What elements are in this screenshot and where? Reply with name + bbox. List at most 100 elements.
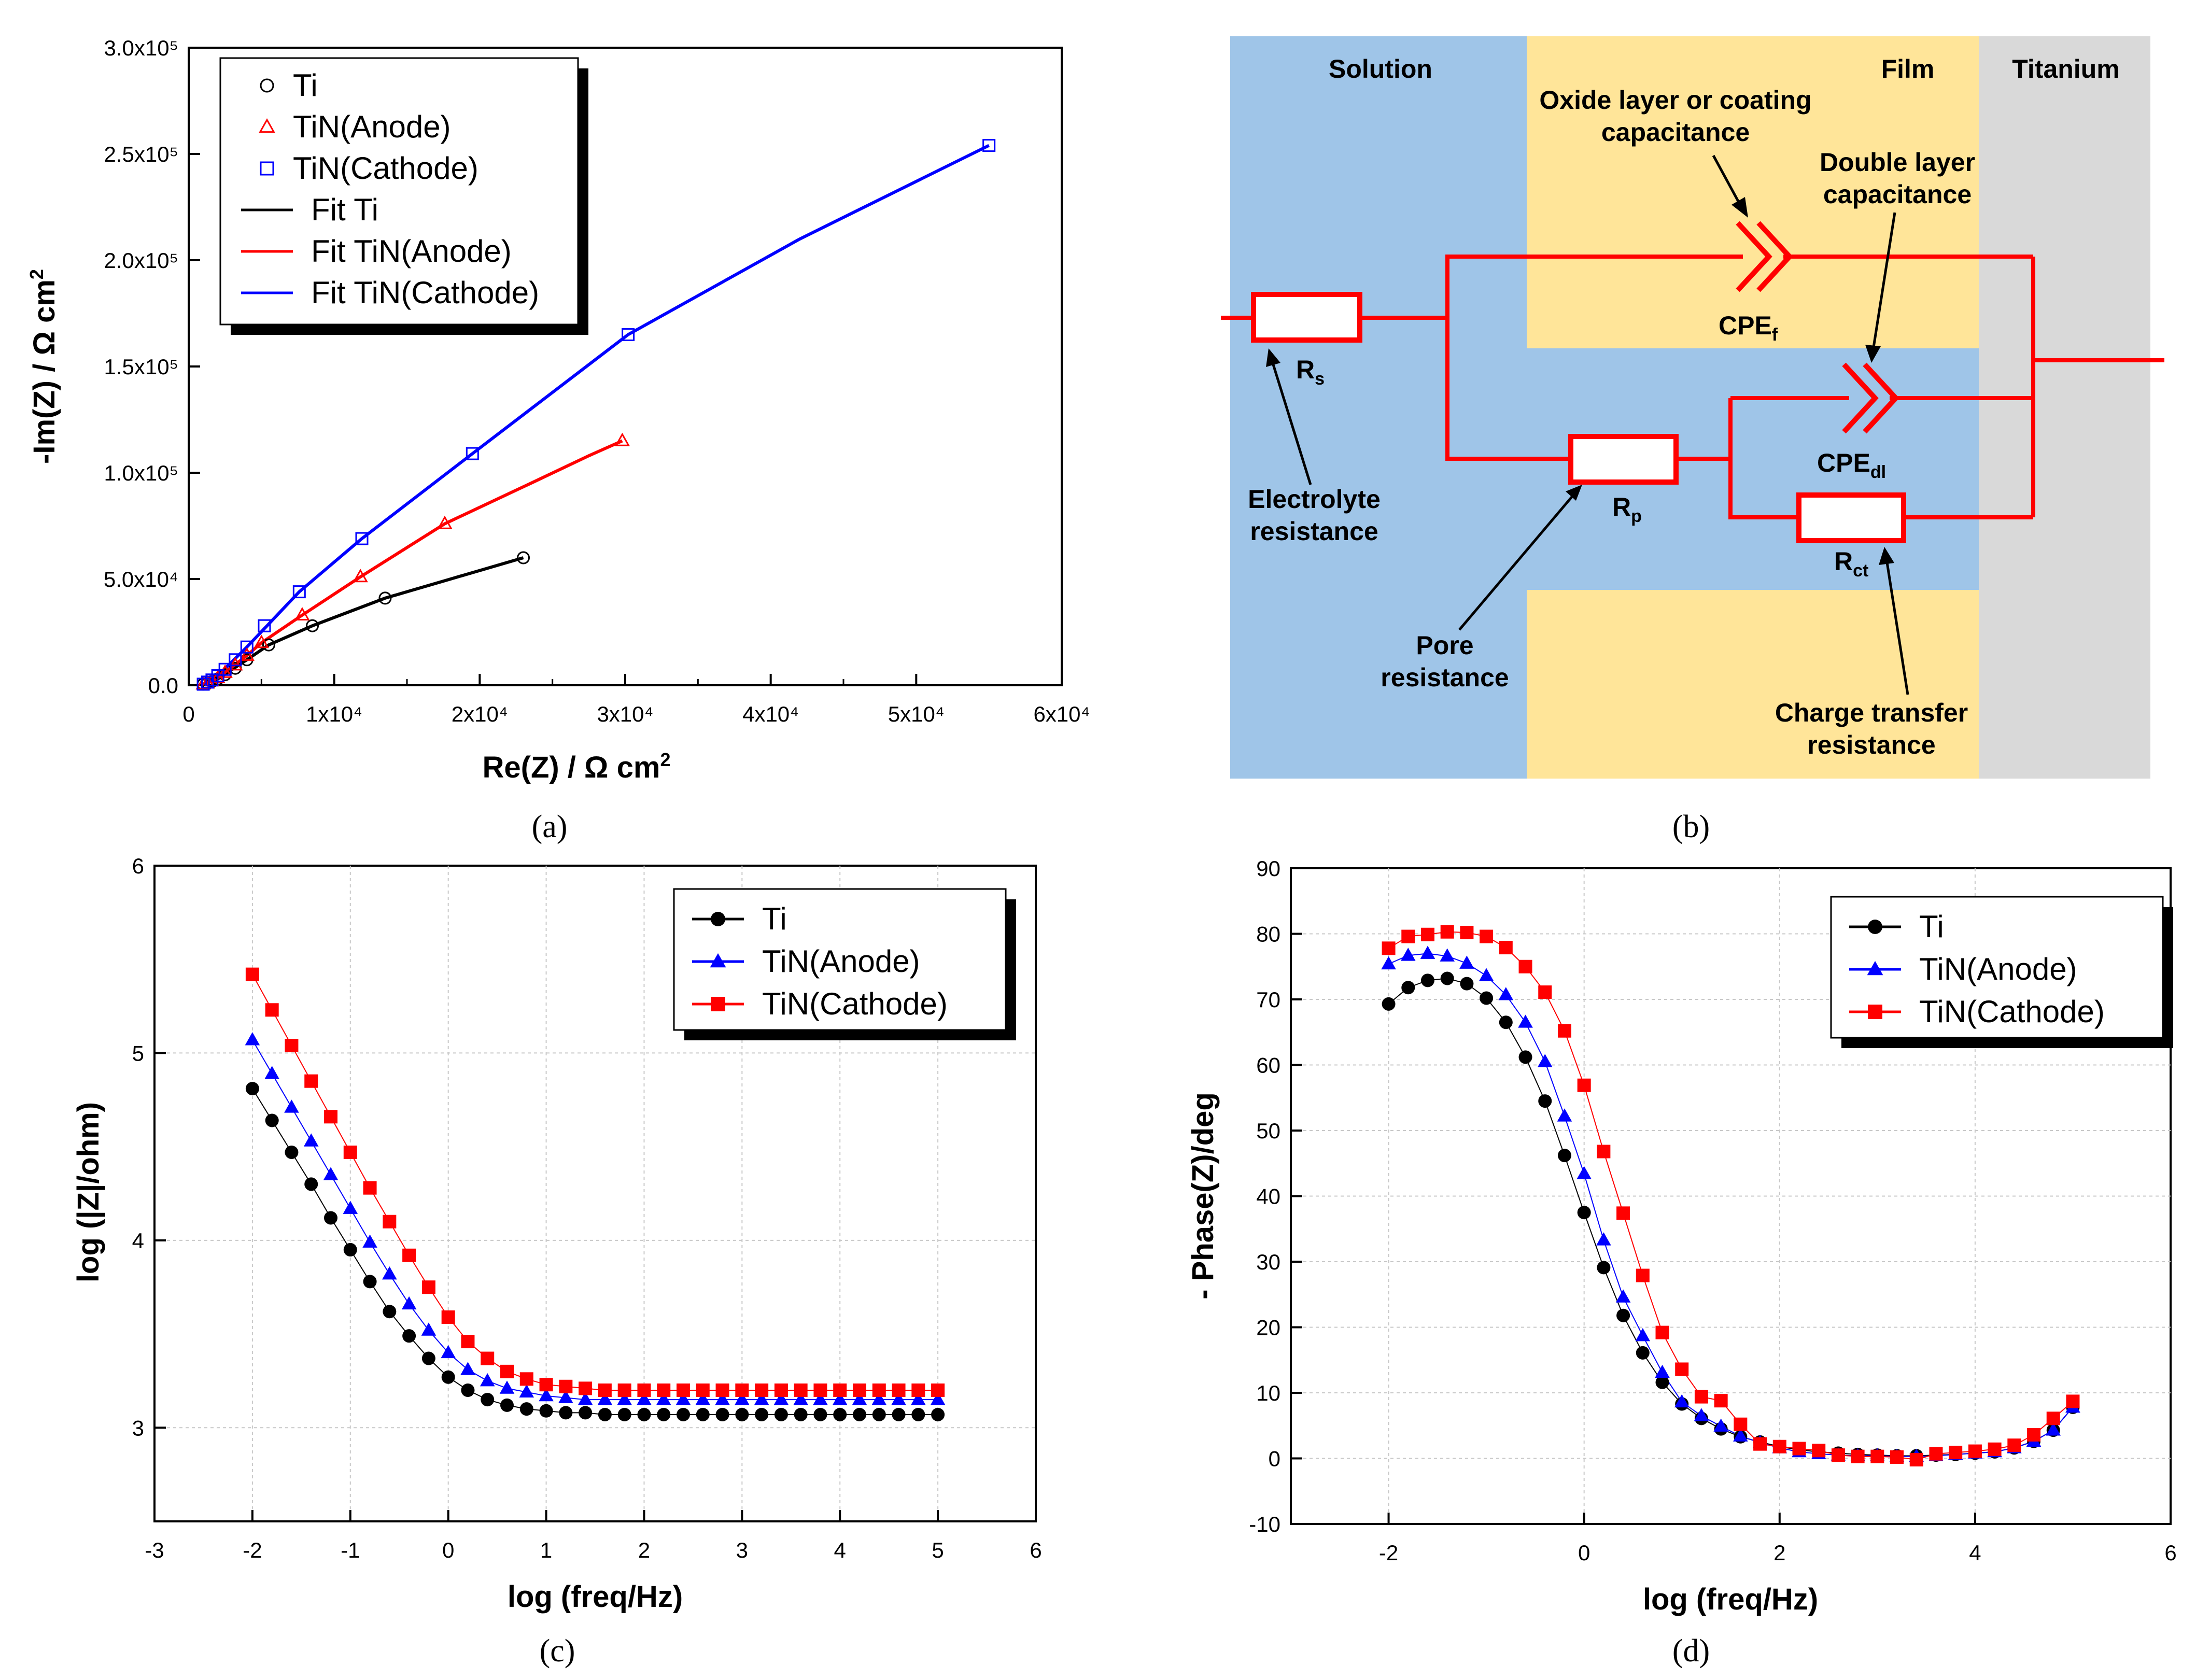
film-label: Film <box>1881 54 1935 83</box>
pc-ytick-label-0: 3 <box>132 1416 144 1440</box>
pa-xtick-label-2: 2x10⁴ <box>452 702 508 726</box>
pc-xtick-label-2: -1 <box>341 1538 360 1562</box>
pd-point-2-19 <box>1753 1437 1767 1451</box>
pc-point-2-9 <box>421 1280 435 1294</box>
pa-point-2-0 <box>196 677 210 691</box>
pa-point-2-12 <box>982 139 996 152</box>
panel-c-x-axis-title: log (freq/Hz) <box>508 1580 683 1614</box>
pd-point-2-20 <box>1772 1439 1786 1453</box>
pa-ytick-label-3: 1.5x10⁵ <box>104 355 178 379</box>
panel-c-y-axis-title: log (|Z|/ohm) <box>72 1102 105 1282</box>
panel-d-bode-phase: -2 0 2 4 6 -10 0 10 20 30 40 50 60 70 80 90 log (freq/H… <box>1186 856 2177 1669</box>
legend-label-2: TiN(Cathode) <box>1919 994 2105 1029</box>
cpef-label: CPEf <box>1719 311 1778 345</box>
pd-point-1-17 <box>1713 1418 1728 1432</box>
pc-point-1-16 <box>558 1390 573 1403</box>
pc-point-1-6 <box>362 1234 377 1248</box>
pc-point-1-21 <box>656 1392 671 1405</box>
panel-c-bode-magnitude: -3 -2 -1 0 1 2 3 4 5 6 3 4 5 6 log (freq/Hz) log (|Z|… <box>72 854 1042 1669</box>
pd-point-1-4 <box>1459 955 1474 969</box>
pd-point-0-9 <box>1557 1149 1571 1163</box>
panel-a-ticks: 0 1x10⁴ 2x10⁴ 3x10⁴ 4x10⁴ 5x10⁴ 6x10⁴ 0.0 5.0x10… <box>104 36 1090 726</box>
pd-point-2-5 <box>1480 929 1494 943</box>
pc-point-0-35 <box>931 1407 945 1421</box>
pc-point-1-11 <box>460 1362 475 1375</box>
pa-ytick-label-5: 2.5x10⁵ <box>104 142 178 166</box>
legend-marker-2 <box>1868 1005 1882 1019</box>
pc-point-0-28 <box>794 1407 808 1421</box>
pd-point-2-17 <box>1714 1394 1728 1408</box>
pc-point-1-18 <box>597 1392 613 1405</box>
pd-point-1-3 <box>1440 948 1455 962</box>
pa-point-1-10 <box>437 515 453 529</box>
wire-to-rp <box>1445 318 1571 461</box>
pd-ytick-label-8: 70 <box>1256 987 1280 1012</box>
panel-c-caption: (c) <box>540 1633 575 1669</box>
pd-point-0-12 <box>1616 1308 1630 1322</box>
pd-point-1-5 <box>1479 968 1494 981</box>
pc-point-0-32 <box>872 1407 886 1421</box>
pa-point-2-10 <box>466 447 479 460</box>
pc-point-2-22 <box>677 1383 690 1397</box>
pc-point-0-7 <box>383 1305 397 1319</box>
pd-point-2-7 <box>1518 959 1532 973</box>
pa-point-0-10 <box>517 551 530 564</box>
cpedl-label: CPEdl <box>1817 448 1886 482</box>
pa-ytick-label-6: 3.0x10⁵ <box>104 36 178 60</box>
pc-point-0-33 <box>892 1407 906 1421</box>
pc-point-1-32 <box>871 1392 887 1405</box>
pd-point-1-13 <box>1635 1328 1651 1342</box>
pc-point-0-31 <box>853 1407 866 1421</box>
pd-xtick-label-2: 2 <box>1773 1541 1785 1565</box>
panel-d-caption: (d) <box>1672 1633 1710 1669</box>
pd-point-2-21 <box>1792 1442 1806 1456</box>
pc-point-1-13 <box>499 1380 515 1394</box>
pc-point-1-10 <box>441 1345 456 1359</box>
cpe-f-symbol <box>1736 221 1793 292</box>
pc-point-1-31 <box>852 1392 867 1405</box>
pd-point-1-8 <box>1537 1054 1553 1067</box>
pd-point-1-7 <box>1518 1014 1533 1028</box>
pa-point-0-9 <box>378 591 392 605</box>
pc-point-1-17 <box>578 1392 593 1405</box>
pd-point-2-10 <box>1577 1078 1591 1092</box>
pd-point-0-0 <box>1382 997 1396 1011</box>
pd-ytick-label-1: 0 <box>1269 1447 1280 1471</box>
pd-point-2-35 <box>2066 1394 2080 1408</box>
panel-d-ticks: -2 0 2 4 6 -10 0 10 20 30 40 50 60 70 80 90 <box>1249 856 2176 1565</box>
pd-point-2-30 <box>1968 1444 1982 1458</box>
pc-point-0-4 <box>324 1211 337 1225</box>
pc-point-0-3 <box>304 1177 318 1191</box>
pc-point-2-23 <box>696 1383 710 1397</box>
pd-point-2-11 <box>1597 1145 1611 1159</box>
pc-point-0-8 <box>402 1329 416 1343</box>
pa-point-2-7 <box>258 619 271 632</box>
pd-ytick-label-10: 90 <box>1256 856 1280 881</box>
pc-point-2-20 <box>637 1383 651 1397</box>
pa-point-1-5 <box>228 657 243 671</box>
solution-label: Solution <box>1329 54 1432 83</box>
pc-point-1-35 <box>930 1392 946 1405</box>
pc-point-2-17 <box>579 1381 593 1395</box>
film-region-top <box>1527 36 1979 348</box>
pa-ytick-label-2: 1.0x10⁵ <box>104 461 178 485</box>
panel-c-data <box>245 967 946 1421</box>
pa-xtick-label-1: 1x10⁴ <box>306 702 362 726</box>
pd-point-2-14 <box>1655 1325 1669 1339</box>
arrow-electrolyte <box>1271 362 1312 485</box>
panel-c-legend-entries: Ti TiN(Anode) TiN(Cathode) <box>692 901 948 1021</box>
pc-point-0-21 <box>657 1407 671 1421</box>
wire-parallel-bus <box>1728 398 1799 519</box>
pd-point-2-24 <box>1851 1449 1865 1463</box>
pc-point-2-26 <box>755 1383 769 1397</box>
pc-point-1-22 <box>675 1392 691 1405</box>
film-region-bottom <box>1527 590 1979 779</box>
resistor-rp <box>1568 434 1679 485</box>
pc-point-0-17 <box>579 1406 593 1420</box>
pc-point-2-29 <box>813 1383 827 1397</box>
pc-point-0-0 <box>245 1082 259 1096</box>
pc-point-1-3 <box>303 1133 319 1147</box>
oxide-label-2: capacitance <box>1601 118 1750 147</box>
legend-marker-2 <box>260 161 274 176</box>
